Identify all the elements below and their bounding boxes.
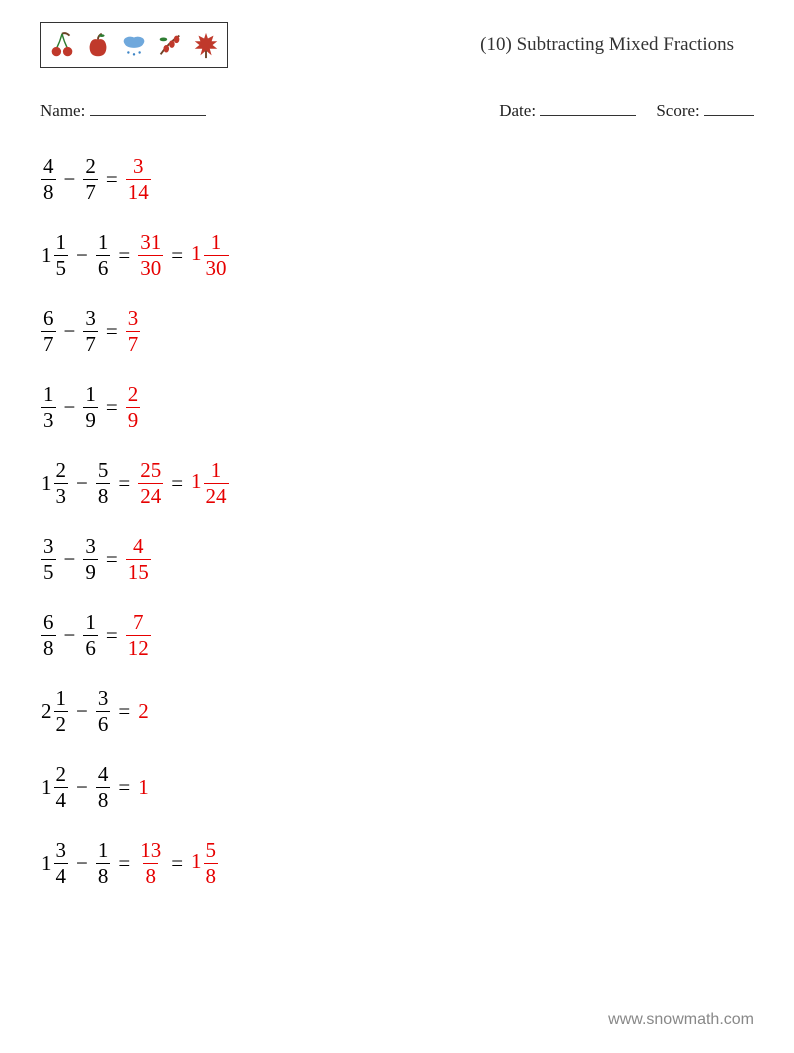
problem-row: 212−36=2: [40, 687, 754, 735]
berries-icon: [155, 30, 185, 60]
problem-row: 13−19=29: [40, 383, 754, 431]
name-field: Name:: [40, 98, 206, 121]
problem-row: 35−39=415: [40, 535, 754, 583]
score-field: Score:: [656, 98, 754, 121]
date-label: Date:: [499, 101, 536, 120]
raincloud-icon: [119, 30, 149, 60]
name-label: Name:: [40, 101, 85, 120]
name-underline[interactable]: [90, 98, 206, 116]
meta-row: Name: Date: Score:: [40, 98, 754, 121]
apple-icon: [83, 30, 113, 60]
icon-box: [40, 22, 228, 68]
date-field: Date:: [499, 98, 636, 121]
problems-list: 48−27=314 115−16=3130=1130 67−37=37 13−19=2…: [40, 155, 754, 887]
worksheet-page: (10) Subtracting Mixed Fractions Name: D…: [0, 0, 794, 1053]
maple-leaf-icon: [191, 30, 221, 60]
problem-row: 115−16=3130=1130: [40, 231, 754, 279]
score-label: Score:: [656, 101, 699, 120]
problem-row: 48−27=314: [40, 155, 754, 203]
score-underline[interactable]: [704, 98, 754, 116]
problem-row: 134−18=138=158: [40, 839, 754, 887]
problem-row: 68−16=712: [40, 611, 754, 659]
cherries-icon: [47, 30, 77, 60]
header: (10) Subtracting Mixed Fractions: [40, 20, 754, 70]
problem-row: 67−37=37: [40, 307, 754, 355]
problem-row: 124−48=1: [40, 763, 754, 811]
problem-row: 123−58=2524=1124: [40, 459, 754, 507]
worksheet-title: (10) Subtracting Mixed Fractions: [480, 34, 734, 56]
date-underline[interactable]: [540, 98, 636, 116]
footer-url: www.snowmath.com: [608, 1011, 754, 1029]
